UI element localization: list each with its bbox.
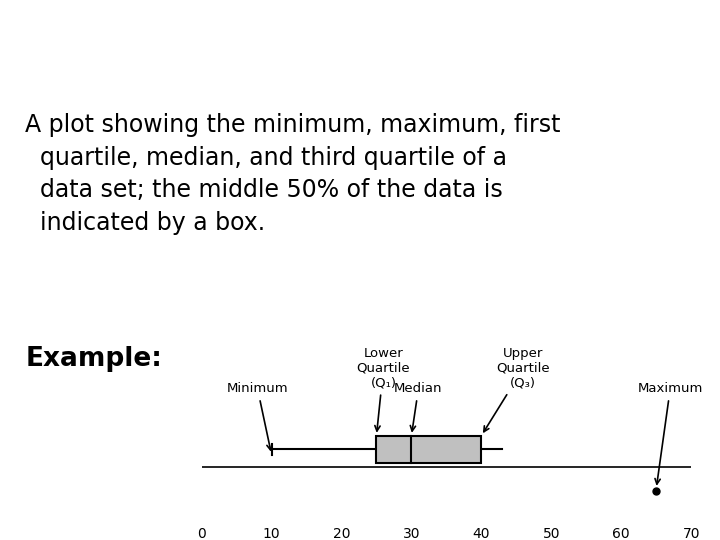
Text: Lower
Quartile
(Q₁): Lower Quartile (Q₁) bbox=[356, 347, 410, 431]
Bar bbox=[377, 436, 482, 463]
Text: Example:: Example: bbox=[25, 346, 162, 373]
Text: Upper
Quartile
(Q₃): Upper Quartile (Q₃) bbox=[484, 347, 550, 431]
Text: Median: Median bbox=[394, 382, 443, 431]
Text: Minimum: Minimum bbox=[227, 382, 289, 450]
Text: Maximum: Maximum bbox=[637, 382, 703, 484]
Text: Box Plot: Box Plot bbox=[217, 21, 503, 79]
Text: A plot showing the minimum, maximum, first
  quartile, median, and third quartil: A plot showing the minimum, maximum, fir… bbox=[25, 113, 561, 235]
